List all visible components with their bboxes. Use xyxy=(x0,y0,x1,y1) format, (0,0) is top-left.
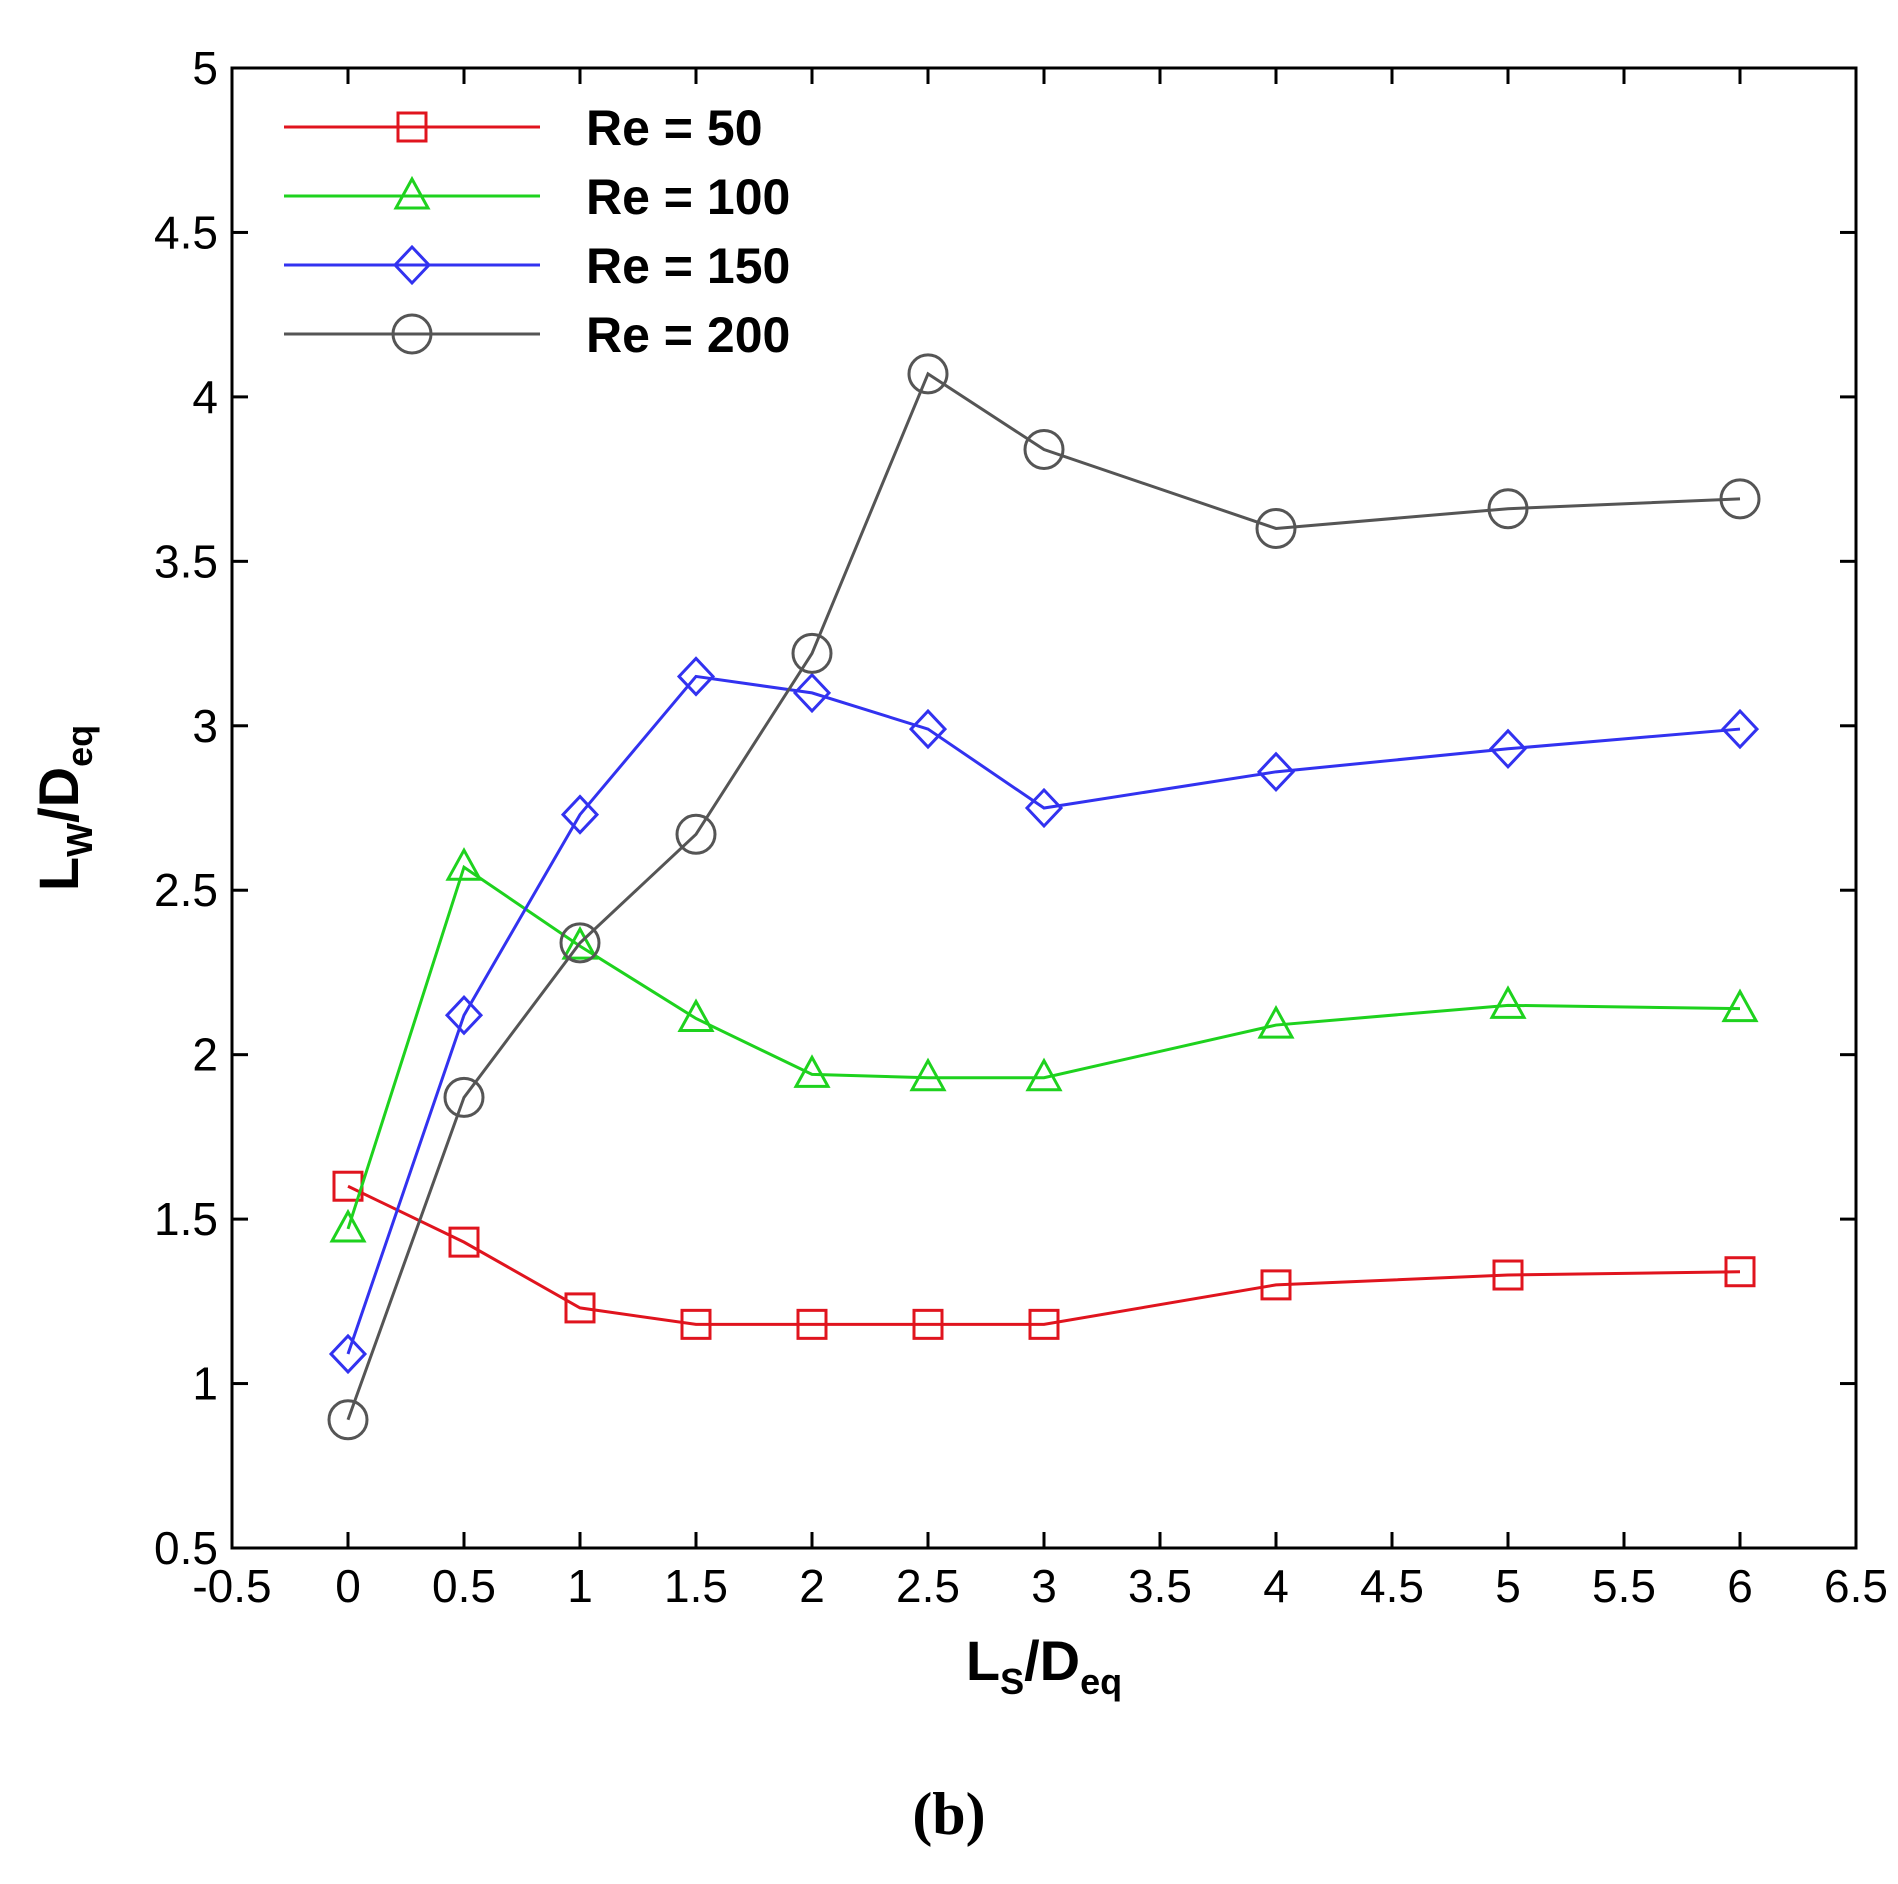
data-point xyxy=(1720,708,1760,750)
y-tick-label: 1.5 xyxy=(154,1193,218,1245)
x-axis-title: LS/Deq xyxy=(966,1629,1122,1702)
data-point xyxy=(564,1292,596,1324)
data-point xyxy=(1724,1256,1756,1288)
series-group xyxy=(327,353,1761,1441)
y-axis-title: LW/Deq xyxy=(27,725,100,891)
data-point xyxy=(1255,507,1297,549)
data-point xyxy=(1260,1269,1292,1301)
series-line xyxy=(347,1184,1741,1326)
legend-item: Re = 200 xyxy=(284,307,790,363)
legend: Re = 50 Re = 100 Re = 150 Re = 200 xyxy=(284,100,790,363)
data-point xyxy=(1025,1057,1063,1092)
data-point xyxy=(561,926,599,960)
axis-ticks: -0.5 0 0.5 1 1.5 2 2.5 3 3.5 4 4.5 5 5.5 6 6.5 0.5 1 1.5 2… xyxy=(154,42,1888,1612)
data-point xyxy=(908,708,948,750)
y-tick-label: 0.5 xyxy=(154,1522,218,1574)
series-line xyxy=(346,371,1741,1421)
data-point xyxy=(792,672,832,714)
figure-caption: (b) xyxy=(912,1781,985,1847)
data-point xyxy=(1487,488,1529,530)
data-point xyxy=(907,353,949,395)
series-line xyxy=(346,674,1741,1355)
x-tick-label: 5.5 xyxy=(1592,1560,1656,1612)
y-tick-label: 3.5 xyxy=(154,535,218,587)
x-tick-label: 0 xyxy=(335,1560,361,1612)
data-point xyxy=(445,847,483,881)
y-tick-label: 4.5 xyxy=(154,206,218,258)
y-tick-label: 4 xyxy=(192,371,218,423)
legend-item: Re = 100 xyxy=(284,169,790,225)
series-triangle xyxy=(329,847,1759,1243)
data-point xyxy=(1023,429,1065,471)
legend-marker xyxy=(393,175,431,210)
data-point xyxy=(793,1054,831,1088)
plot-frame xyxy=(230,66,1858,1550)
x-tick-label: 4 xyxy=(1263,1560,1289,1612)
y-tick-label: 5 xyxy=(192,42,218,94)
data-point xyxy=(909,1057,947,1092)
data-point xyxy=(443,1076,485,1118)
x-tick-label: -0.5 xyxy=(192,1560,271,1612)
legend-item: Re = 50 xyxy=(284,100,763,156)
x-tick-label: 1.5 xyxy=(664,1560,728,1612)
data-point xyxy=(329,1208,367,1243)
data-point xyxy=(444,995,484,1036)
data-point xyxy=(559,922,601,964)
x-tick-label: 3.5 xyxy=(1128,1560,1192,1612)
x-tick-label: 1 xyxy=(567,1560,593,1612)
data-point xyxy=(1024,787,1064,829)
data-point xyxy=(796,1308,828,1340)
data-point xyxy=(1028,1308,1060,1340)
y-tick-label: 3 xyxy=(192,700,218,752)
y-tick-label: 1 xyxy=(192,1358,218,1410)
legend-marker xyxy=(396,111,428,143)
data-point xyxy=(448,1226,480,1258)
legend-label: Re = 50 xyxy=(586,100,763,156)
data-point xyxy=(1256,751,1296,793)
y-tick-label: 2 xyxy=(192,1029,218,1081)
data-point xyxy=(1721,988,1759,1023)
data-point xyxy=(1257,1004,1295,1039)
x-tick-label: 6.5 xyxy=(1824,1560,1888,1612)
legend-marker xyxy=(391,313,433,355)
x-tick-label: 2.5 xyxy=(896,1560,960,1612)
data-point xyxy=(677,998,715,1032)
legend-label: Re = 100 xyxy=(586,169,790,225)
data-point xyxy=(1489,985,1527,1019)
series-diamond xyxy=(328,656,1760,1375)
data-point xyxy=(327,1399,369,1441)
x-tick-label: 3 xyxy=(1031,1560,1057,1612)
x-tick-label: 4.5 xyxy=(1360,1560,1424,1612)
data-point xyxy=(1719,478,1761,520)
legend-marker xyxy=(392,244,432,286)
legend-item: Re = 150 xyxy=(284,238,790,294)
x-tick-label: 5 xyxy=(1495,1560,1521,1612)
y-tick-label: 2.5 xyxy=(154,864,218,916)
data-point xyxy=(1492,1259,1524,1291)
legend-label: Re = 150 xyxy=(586,238,790,294)
series-square xyxy=(332,1170,1756,1340)
data-point xyxy=(675,813,717,855)
legend-label: Re = 200 xyxy=(586,307,790,363)
x-tick-label: 0.5 xyxy=(432,1560,496,1612)
data-point xyxy=(328,1333,368,1375)
series-line xyxy=(346,864,1741,1230)
data-point xyxy=(680,1308,712,1340)
data-point xyxy=(560,794,600,835)
data-point xyxy=(791,632,833,674)
data-point xyxy=(1488,728,1528,769)
data-point xyxy=(912,1308,944,1340)
data-point xyxy=(676,656,716,697)
series-circle xyxy=(327,353,1761,1441)
x-tick-label: 6 xyxy=(1727,1560,1753,1612)
x-tick-label: 2 xyxy=(799,1560,825,1612)
